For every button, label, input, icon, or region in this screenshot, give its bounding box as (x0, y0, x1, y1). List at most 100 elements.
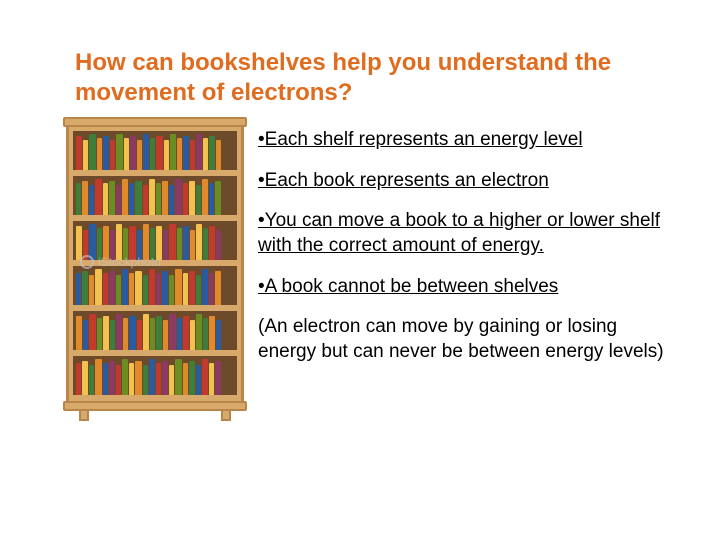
book (123, 228, 128, 260)
book (103, 273, 108, 305)
book (116, 185, 121, 215)
book (209, 316, 215, 350)
book (89, 275, 94, 305)
book (150, 318, 155, 350)
book (137, 140, 142, 170)
book (116, 134, 123, 170)
book (135, 361, 142, 395)
book (156, 363, 161, 395)
book (202, 269, 208, 305)
book (130, 136, 136, 170)
book (156, 226, 162, 260)
shelf-row (73, 221, 237, 264)
book (129, 226, 136, 260)
book (215, 181, 221, 215)
book (183, 273, 188, 305)
book (203, 228, 208, 260)
book (196, 134, 202, 170)
book (82, 271, 88, 305)
book (116, 314, 122, 350)
book (209, 273, 214, 305)
bullet-content: •Each shelf represents an energy level •… (258, 128, 680, 365)
bullet-2: •Each book represents an electron (258, 169, 680, 194)
book (110, 320, 115, 350)
shelf-leg-left (79, 409, 89, 421)
book (143, 275, 148, 305)
book (162, 181, 168, 215)
book (109, 271, 115, 305)
book (129, 363, 134, 395)
bullet-4: •A book cannot be between shelves (258, 275, 680, 300)
book (135, 181, 142, 215)
book (209, 226, 215, 260)
book (89, 365, 94, 395)
book (95, 269, 102, 305)
book (216, 230, 221, 260)
book (103, 226, 109, 260)
book (137, 320, 142, 350)
book (163, 320, 168, 350)
book (149, 359, 155, 395)
shelf-top-trim (63, 117, 247, 127)
book (177, 138, 182, 170)
book (149, 179, 155, 215)
book (89, 314, 96, 350)
book (175, 269, 182, 305)
book (135, 271, 142, 305)
book (216, 320, 221, 350)
shelf-leg-right (221, 409, 231, 421)
book (76, 226, 82, 260)
book (76, 136, 82, 170)
book (76, 183, 81, 215)
book (156, 136, 163, 170)
book (170, 134, 176, 170)
book (169, 185, 174, 215)
book (190, 140, 195, 170)
shelf-row (73, 356, 237, 399)
book (143, 134, 149, 170)
bullet-1: •Each shelf represents an energy level (258, 128, 680, 153)
book (215, 271, 221, 305)
book (183, 363, 188, 395)
shelf-bottom-trim (63, 401, 247, 411)
book (129, 316, 136, 350)
paren-note: (An electron can move by gaining or losi… (258, 315, 680, 364)
book (177, 228, 182, 260)
book (183, 226, 189, 260)
book (189, 271, 195, 305)
book (129, 273, 134, 305)
book (109, 181, 115, 215)
book (169, 314, 176, 350)
book (143, 365, 148, 395)
book (196, 185, 201, 215)
book (83, 230, 88, 260)
book (183, 183, 188, 215)
book (103, 316, 109, 350)
book (116, 224, 122, 260)
shelf-row (73, 176, 237, 219)
book (83, 320, 88, 350)
book (164, 140, 169, 170)
book (122, 359, 128, 395)
slide: How can bookshelves help you understand … (0, 0, 720, 540)
book (150, 228, 155, 260)
book (216, 140, 221, 170)
book (203, 318, 208, 350)
slide-title: How can bookshelves help you understand … (75, 48, 660, 108)
book (124, 138, 129, 170)
shelf-row (73, 311, 237, 354)
book (95, 359, 102, 395)
book (110, 140, 115, 170)
book (76, 273, 81, 305)
book (190, 230, 195, 260)
book (209, 183, 214, 215)
book (175, 179, 182, 215)
book (209, 363, 214, 395)
book (97, 318, 102, 350)
book (203, 138, 208, 170)
book (137, 230, 142, 260)
book (82, 361, 88, 395)
book (129, 183, 134, 215)
book (190, 320, 195, 350)
book (103, 363, 108, 395)
